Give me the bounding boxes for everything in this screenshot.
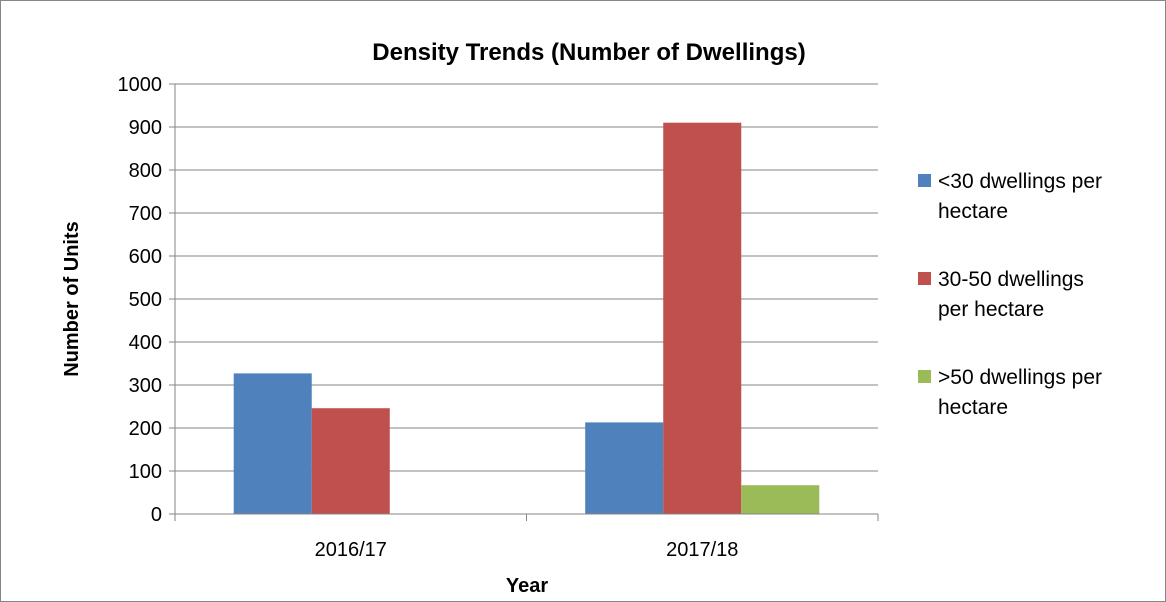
x-tick-label: 2017/18 [666,539,738,561]
bar [233,373,312,514]
legend-entry: 30-50 dwellings per hectare [938,268,1084,321]
y-tick-label: 900 [129,117,162,139]
x-tick-label: 2016/17 [315,539,387,561]
y-tick-label: 300 [129,375,162,397]
bar [311,408,390,514]
legend-label: >50 dwellings per [938,366,1102,389]
legend-entry: >50 dwellings per hectare [938,366,1102,419]
y-tick-label: 200 [129,418,162,440]
y-tick-label: 700 [129,203,162,225]
y-tick-label: 0 [151,504,162,526]
bars [233,122,820,514]
legend: <30 dwellings per hectare 30-50 dwellings p… [918,170,1102,419]
y-tick-label: 400 [129,332,162,354]
y-tick-label: 100 [129,461,162,483]
bar [741,485,820,514]
legend-label: hectare [938,200,1008,223]
y-tick-label: 600 [129,246,162,268]
legend-swatch [918,370,931,383]
y-axis-label: Number of Units [61,221,83,377]
bar [663,122,742,514]
x-axis-ticks: 2016/17 2017/18 [174,514,879,561]
legend-swatch [918,272,931,285]
bar [585,422,664,514]
legend-label: hectare [938,396,1008,419]
legend-entry: <30 dwellings per hectare [938,170,1102,223]
legend-label: <30 dwellings per [938,170,1102,193]
y-axis-ticks: 0 100 200 300 400 500 600 700 800 900 1000 [118,74,175,526]
legend-label: 30-50 dwellings [938,268,1084,291]
y-tick-label: 800 [129,160,162,182]
legend-label: per hectare [938,298,1044,321]
chart-title: Density Trends (Number of Dwellings) [372,39,805,66]
y-tick-label: 500 [129,289,162,311]
legend-swatch [918,174,931,187]
y-tick-label: 1000 [118,74,163,96]
x-axis-label: Year [506,575,548,597]
